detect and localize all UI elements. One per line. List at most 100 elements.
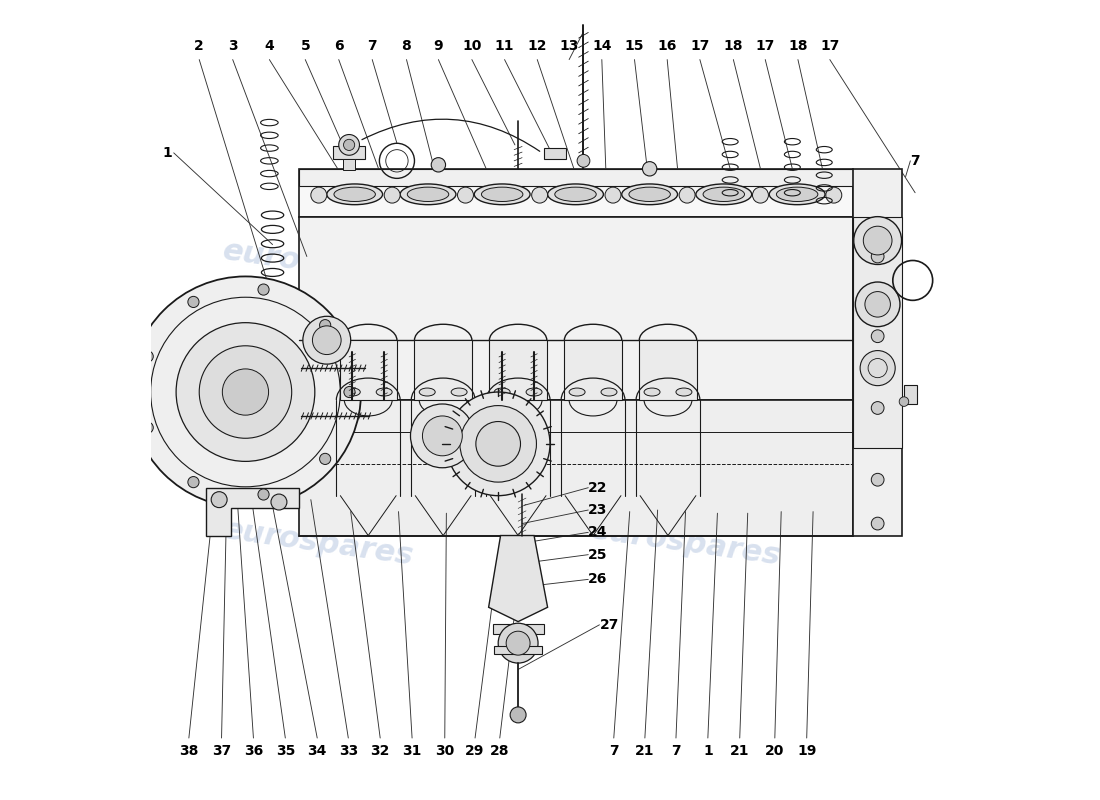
Ellipse shape: [344, 388, 361, 396]
Text: 8: 8: [402, 39, 411, 54]
Ellipse shape: [400, 184, 455, 205]
Circle shape: [864, 226, 892, 255]
Text: eurospares: eurospares: [221, 237, 416, 292]
Text: eurospares: eurospares: [588, 516, 783, 571]
Text: eurospares: eurospares: [588, 237, 783, 292]
Text: 19: 19: [798, 744, 816, 758]
Ellipse shape: [703, 187, 745, 202]
Circle shape: [460, 406, 537, 482]
Ellipse shape: [621, 184, 678, 205]
Ellipse shape: [676, 388, 692, 396]
Circle shape: [531, 187, 548, 203]
Text: 38: 38: [179, 744, 198, 758]
Circle shape: [506, 631, 530, 655]
Ellipse shape: [569, 388, 585, 396]
Circle shape: [176, 322, 315, 462]
Circle shape: [410, 404, 474, 468]
Circle shape: [871, 517, 884, 530]
Ellipse shape: [526, 388, 542, 396]
Text: 13: 13: [560, 39, 579, 54]
Circle shape: [257, 489, 270, 500]
Bar: [299, 400, 852, 535]
Text: 9: 9: [433, 39, 443, 54]
Circle shape: [339, 134, 360, 155]
Ellipse shape: [548, 184, 604, 205]
Polygon shape: [206, 488, 299, 535]
Circle shape: [344, 386, 355, 398]
Text: 15: 15: [625, 39, 645, 54]
Ellipse shape: [407, 187, 449, 202]
Bar: [852, 217, 902, 448]
Circle shape: [302, 316, 351, 364]
Text: 26: 26: [588, 572, 607, 586]
Bar: [299, 169, 852, 217]
Text: 37: 37: [212, 744, 231, 758]
Polygon shape: [488, 535, 548, 622]
Circle shape: [679, 187, 695, 203]
Circle shape: [865, 291, 890, 317]
Circle shape: [856, 282, 900, 326]
Text: 17: 17: [690, 39, 710, 54]
Circle shape: [510, 707, 526, 723]
Text: 18: 18: [724, 39, 744, 54]
Text: 6: 6: [334, 39, 343, 54]
Text: 14: 14: [592, 39, 612, 54]
Text: 36: 36: [244, 744, 263, 758]
Circle shape: [476, 422, 520, 466]
Text: 29: 29: [465, 744, 485, 758]
Bar: [494, 646, 542, 654]
Text: 28: 28: [490, 744, 509, 758]
Ellipse shape: [376, 388, 393, 396]
Circle shape: [422, 416, 462, 456]
Circle shape: [826, 187, 842, 203]
Bar: [543, 148, 565, 159]
Text: 21: 21: [730, 744, 749, 758]
Circle shape: [271, 494, 287, 510]
Text: 7: 7: [609, 744, 618, 758]
Text: 30: 30: [436, 744, 454, 758]
Circle shape: [257, 284, 270, 295]
Circle shape: [211, 492, 227, 508]
Circle shape: [458, 187, 473, 203]
Text: 7: 7: [911, 154, 920, 168]
Ellipse shape: [696, 184, 751, 205]
Bar: [340, 340, 397, 400]
Ellipse shape: [334, 187, 375, 202]
Text: 7: 7: [367, 39, 377, 54]
Ellipse shape: [777, 187, 818, 202]
Circle shape: [871, 474, 884, 486]
Text: 7: 7: [671, 744, 681, 758]
Text: 12: 12: [528, 39, 547, 54]
Ellipse shape: [482, 187, 522, 202]
Text: 31: 31: [403, 744, 421, 758]
Text: 27: 27: [600, 618, 619, 632]
Ellipse shape: [494, 388, 510, 396]
Text: 23: 23: [588, 503, 607, 517]
Text: 16: 16: [658, 39, 676, 54]
Ellipse shape: [419, 388, 436, 396]
Bar: [904, 385, 916, 404]
Text: 32: 32: [371, 744, 389, 758]
Text: 4: 4: [264, 39, 274, 54]
Circle shape: [899, 397, 909, 406]
Circle shape: [871, 250, 884, 263]
Text: 24: 24: [588, 526, 608, 539]
Circle shape: [871, 402, 884, 414]
Bar: [490, 340, 547, 400]
Circle shape: [343, 139, 354, 150]
Circle shape: [311, 187, 327, 203]
Text: 20: 20: [766, 744, 784, 758]
Circle shape: [871, 330, 884, 342]
Circle shape: [498, 623, 538, 663]
Text: 5: 5: [300, 39, 310, 54]
Circle shape: [605, 187, 621, 203]
Text: 2: 2: [195, 39, 205, 54]
Circle shape: [860, 350, 895, 386]
Circle shape: [320, 319, 331, 330]
Text: 17: 17: [821, 39, 839, 54]
Text: 18: 18: [789, 39, 807, 54]
Circle shape: [447, 392, 550, 496]
Circle shape: [199, 346, 292, 438]
Circle shape: [222, 369, 268, 415]
Text: 34: 34: [308, 744, 327, 758]
